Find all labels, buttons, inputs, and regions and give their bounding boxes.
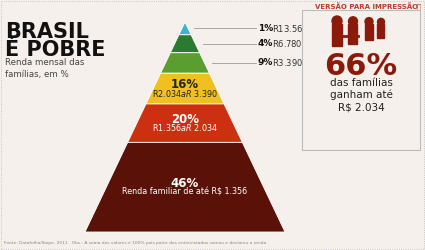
Text: R$ 1.356 a R$ 2.034: R$ 1.356 a R$ 2.034: [152, 122, 218, 133]
Text: É POBRE: É POBRE: [5, 40, 105, 60]
Text: 🖨: 🖨: [417, 3, 421, 10]
Text: Renda mensal das
famílias, em %: Renda mensal das famílias, em %: [5, 58, 85, 80]
Polygon shape: [179, 22, 191, 35]
Text: 66%: 66%: [324, 52, 397, 81]
Polygon shape: [85, 142, 285, 232]
Polygon shape: [146, 73, 224, 104]
Text: R$ 6.780 a R$ 13.560: R$ 6.780 a R$ 13.560: [272, 38, 346, 49]
Bar: [332, 24, 342, 46]
Text: BRASIL: BRASIL: [5, 22, 89, 42]
Bar: [302, 10, 420, 150]
Text: R$ 2.034 a R$ 3.390: R$ 2.034 a R$ 3.390: [152, 88, 218, 99]
Text: 16%: 16%: [171, 78, 199, 91]
Text: R$ 13.560 a R$ 33.900: R$ 13.560 a R$ 33.900: [272, 23, 351, 34]
Text: VERSÃO PARA IMPRESSÃO: VERSÃO PARA IMPRESSÃO: [315, 3, 418, 10]
Text: 4%: 4%: [258, 39, 273, 48]
Text: 20%: 20%: [171, 113, 199, 126]
Polygon shape: [128, 104, 242, 142]
Polygon shape: [161, 53, 210, 73]
Polygon shape: [170, 35, 200, 53]
Text: 9%: 9%: [258, 58, 273, 68]
Circle shape: [348, 17, 357, 26]
Text: Fonte: Datafolha/Ibope, 2011   Obs.: A soma dos valores é 100% pois parte dos en: Fonte: Datafolha/Ibope, 2011 Obs.: A som…: [4, 241, 266, 245]
Circle shape: [377, 18, 385, 26]
Circle shape: [332, 16, 342, 26]
Text: R$ 2.034: R$ 2.034: [337, 102, 384, 112]
Text: ganham até: ganham até: [329, 90, 392, 101]
Bar: [348, 24, 357, 44]
Text: 1%: 1%: [258, 24, 273, 33]
Bar: [377, 24, 385, 38]
Bar: [365, 24, 373, 40]
Text: Renda familiar de até R$ 1.356: Renda familiar de até R$ 1.356: [122, 187, 247, 196]
Text: das famílias: das famílias: [329, 78, 392, 88]
Text: R$ 3.390 a R$ 6.780: R$ 3.390 a R$ 6.780: [272, 58, 340, 68]
Text: 46%: 46%: [171, 177, 199, 190]
Circle shape: [365, 18, 373, 25]
